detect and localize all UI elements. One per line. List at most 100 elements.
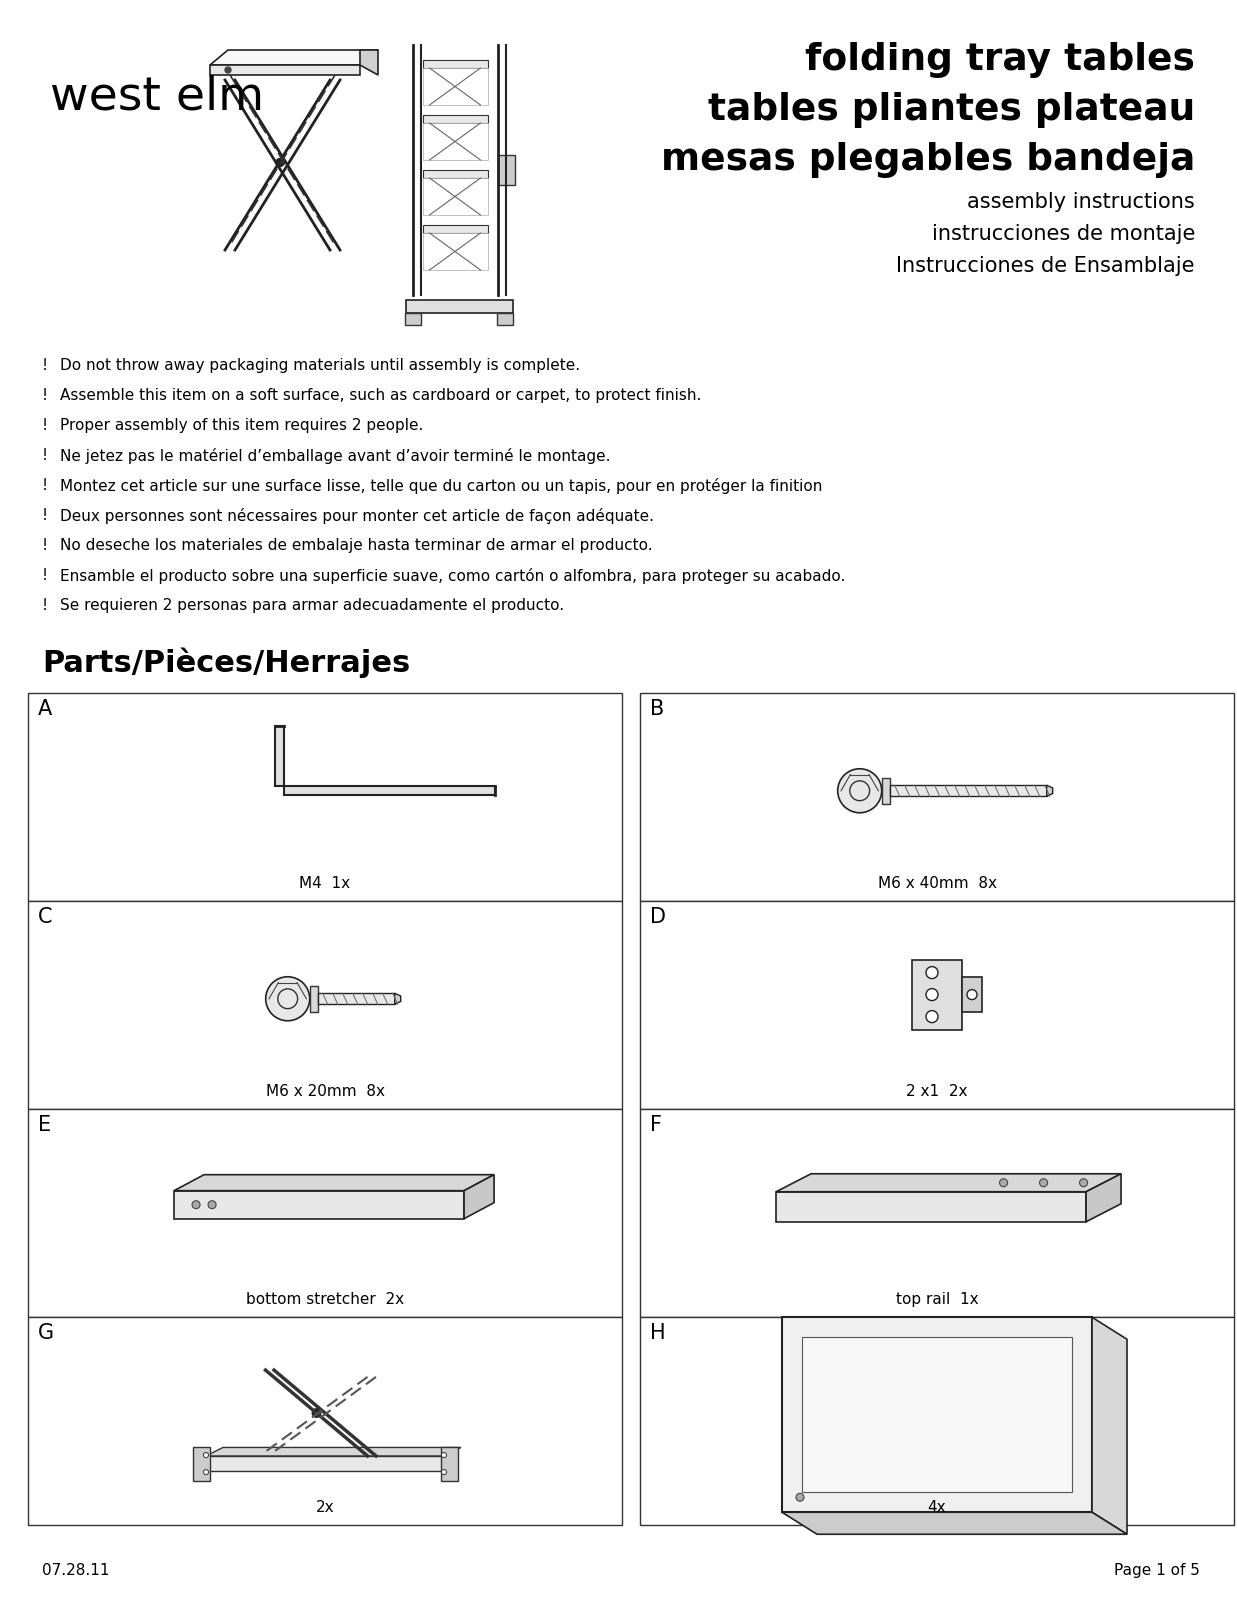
Polygon shape <box>174 1190 464 1219</box>
Text: !: ! <box>42 568 48 582</box>
Polygon shape <box>1047 786 1053 797</box>
Text: bottom stretcher  2x: bottom stretcher 2x <box>246 1293 404 1307</box>
Text: 4x: 4x <box>928 1501 946 1515</box>
Polygon shape <box>782 1512 1127 1534</box>
Text: M6 x 40mm  8x: M6 x 40mm 8x <box>877 877 997 891</box>
Bar <box>640 1109 1235 1317</box>
Text: Ne jetez pas le matériel d’emballage avant d’avoir terminé le montage.: Ne jetez pas le matériel d’emballage ava… <box>61 448 611 464</box>
Text: !: ! <box>42 509 48 523</box>
Polygon shape <box>423 59 487 67</box>
Text: Instrucciones de Ensamblaje: Instrucciones de Ensamblaje <box>897 256 1195 275</box>
Bar <box>28 1317 622 1525</box>
Text: instrucciones de montaje: instrucciones de montaje <box>931 224 1195 243</box>
Circle shape <box>1080 1179 1087 1187</box>
Polygon shape <box>882 778 889 803</box>
Text: !: ! <box>42 448 48 462</box>
Circle shape <box>1039 1179 1048 1187</box>
Text: !: ! <box>42 358 48 373</box>
Polygon shape <box>406 301 512 314</box>
Circle shape <box>442 1469 447 1475</box>
Bar <box>962 978 982 1013</box>
Polygon shape <box>423 178 487 214</box>
Polygon shape <box>210 50 379 66</box>
Polygon shape <box>174 1174 494 1190</box>
Circle shape <box>203 1453 209 1458</box>
Text: E: E <box>38 1115 51 1134</box>
Text: Ensamble el producto sobre una superficie suave, como cartón o alfombra, para pr: Ensamble el producto sobre una superfici… <box>61 568 845 584</box>
Polygon shape <box>423 226 487 234</box>
Text: !: ! <box>42 387 48 403</box>
Polygon shape <box>404 314 421 325</box>
Circle shape <box>225 67 231 74</box>
Text: Se requieren 2 personas para armar adecuadamente el producto.: Se requieren 2 personas para armar adecu… <box>61 598 564 613</box>
Circle shape <box>795 1493 804 1501</box>
Circle shape <box>192 1200 200 1208</box>
Text: 07.28.11: 07.28.11 <box>42 1563 110 1578</box>
Polygon shape <box>497 155 515 186</box>
Bar <box>28 1109 622 1317</box>
Text: G: G <box>38 1323 54 1342</box>
Circle shape <box>999 1179 1008 1187</box>
Text: folding tray tables: folding tray tables <box>805 42 1195 78</box>
Polygon shape <box>423 170 487 178</box>
Text: Assemble this item on a soft surface, such as cardboard or carpet, to protect fi: Assemble this item on a soft surface, su… <box>61 387 701 403</box>
Polygon shape <box>776 1192 1086 1222</box>
Circle shape <box>927 966 938 979</box>
Polygon shape <box>207 1448 461 1456</box>
Bar <box>28 901 622 1109</box>
Polygon shape <box>309 986 318 1011</box>
Circle shape <box>927 989 938 1000</box>
Text: !: ! <box>42 598 48 613</box>
Circle shape <box>927 1011 938 1022</box>
Bar <box>440 1446 458 1480</box>
Polygon shape <box>889 786 1047 797</box>
Text: B: B <box>649 699 664 718</box>
Polygon shape <box>464 1174 494 1219</box>
Text: H: H <box>649 1323 666 1342</box>
Text: Do not throw away packaging materials until assembly is complete.: Do not throw away packaging materials un… <box>61 358 580 373</box>
Text: assembly instructions: assembly instructions <box>967 192 1195 211</box>
Polygon shape <box>395 994 401 1005</box>
Polygon shape <box>776 1174 1121 1192</box>
Polygon shape <box>423 67 487 106</box>
Text: No deseche los materiales de embalaje hasta terminar de armar el producto.: No deseche los materiales de embalaje ha… <box>61 538 653 554</box>
Polygon shape <box>423 115 487 123</box>
Text: !: ! <box>42 478 48 493</box>
Circle shape <box>276 158 285 166</box>
Polygon shape <box>318 994 395 1005</box>
Text: D: D <box>649 907 666 926</box>
Text: Page 1 of 5: Page 1 of 5 <box>1115 1563 1200 1578</box>
Polygon shape <box>360 50 379 75</box>
Text: F: F <box>649 1115 662 1134</box>
Polygon shape <box>1086 1174 1121 1222</box>
Bar <box>912 960 962 1030</box>
Circle shape <box>967 989 977 1000</box>
Text: mesas plegables bandeja: mesas plegables bandeja <box>661 142 1195 178</box>
Bar <box>28 693 622 901</box>
Text: Proper assembly of this item requires 2 people.: Proper assembly of this item requires 2 … <box>61 418 423 434</box>
Text: M4  1x: M4 1x <box>299 877 350 891</box>
Text: C: C <box>38 907 52 926</box>
Bar <box>640 1317 1235 1525</box>
Polygon shape <box>782 1317 1092 1512</box>
Polygon shape <box>496 314 512 325</box>
Text: 2 x1  2x: 2 x1 2x <box>907 1085 967 1099</box>
Polygon shape <box>423 234 487 270</box>
Text: tables pliantes plateau: tables pliantes plateau <box>708 91 1195 128</box>
Text: A: A <box>38 699 52 718</box>
Text: top rail  1x: top rail 1x <box>896 1293 978 1307</box>
Text: !: ! <box>42 418 48 434</box>
Polygon shape <box>423 123 487 160</box>
Circle shape <box>266 976 309 1021</box>
Circle shape <box>208 1200 216 1208</box>
Bar <box>193 1446 209 1480</box>
Circle shape <box>442 1453 447 1458</box>
Text: Deux personnes sont nécessaires pour monter cet article de façon adéquate.: Deux personnes sont nécessaires pour mon… <box>61 509 654 525</box>
Polygon shape <box>275 726 495 795</box>
Bar <box>640 901 1235 1109</box>
Text: west elm: west elm <box>49 75 265 120</box>
Text: !: ! <box>42 538 48 554</box>
Circle shape <box>837 768 882 813</box>
Polygon shape <box>207 1456 444 1472</box>
Polygon shape <box>802 1338 1072 1493</box>
